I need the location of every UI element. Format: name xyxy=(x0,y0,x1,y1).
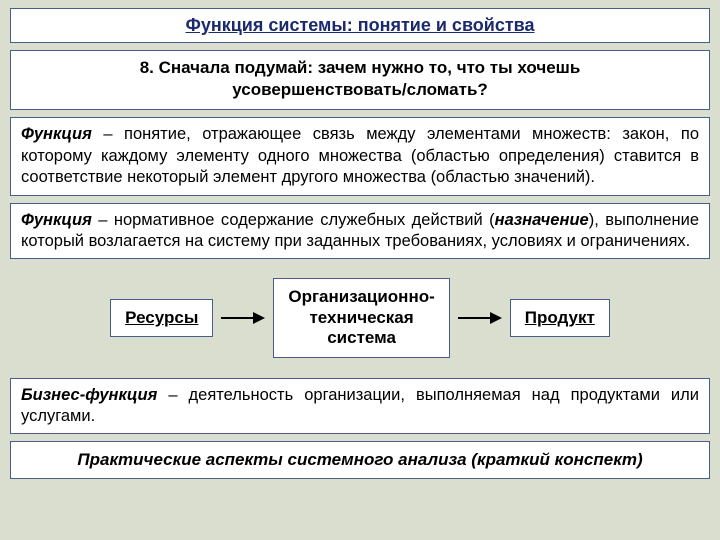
diagram-center-line-1: Организационно- xyxy=(288,287,434,306)
definition-2-emph: назначение xyxy=(495,211,589,229)
footer-text: Практические аспекты системного анализа … xyxy=(77,450,642,469)
definition-2-box: Функция – нормативное содержание служебн… xyxy=(10,203,710,260)
arrow-right-icon xyxy=(458,309,502,327)
diagram-left-label: Ресурсы xyxy=(125,308,198,327)
subtitle-line-2: усовершенствовать/сломать? xyxy=(232,80,488,99)
diagram-center-line-2: техническая xyxy=(309,308,413,327)
title-box: Функция системы: понятие и свойства xyxy=(10,8,710,43)
definition-1-box: Функция – понятие, отражающее связь межд… xyxy=(10,117,710,195)
definition-3-box: Бизнес-функция – деятельность организаци… xyxy=(10,378,710,435)
definition-1-term: Функция xyxy=(21,125,92,143)
subtitle-box: 8. Сначала подумай: зачем нужно то, что … xyxy=(10,50,710,110)
definition-3-term: Бизнес-функция xyxy=(21,386,157,404)
diagram-center-line-3: система xyxy=(327,328,396,347)
arrow-right-icon xyxy=(221,309,265,327)
page-title: Функция системы: понятие и свойства xyxy=(185,15,534,35)
subtitle-line-1: 8. Сначала подумай: зачем нужно то, что … xyxy=(140,58,581,77)
diagram-row: Ресурсы Организационно- техническая сист… xyxy=(10,266,710,371)
diagram-node-system: Организационно- техническая система xyxy=(273,278,449,357)
diagram-node-product: Продукт xyxy=(510,299,610,337)
diagram-right-label: Продукт xyxy=(525,308,595,327)
definition-1-body: – понятие, отражающее связь между элемен… xyxy=(21,125,699,186)
definition-2-term: Функция xyxy=(21,211,92,229)
definition-2-mid1: – нормативное содержание служебных дейст… xyxy=(92,211,495,229)
diagram-node-resources: Ресурсы xyxy=(110,299,213,337)
footer-box: Практические аспекты системного анализа … xyxy=(10,441,710,479)
